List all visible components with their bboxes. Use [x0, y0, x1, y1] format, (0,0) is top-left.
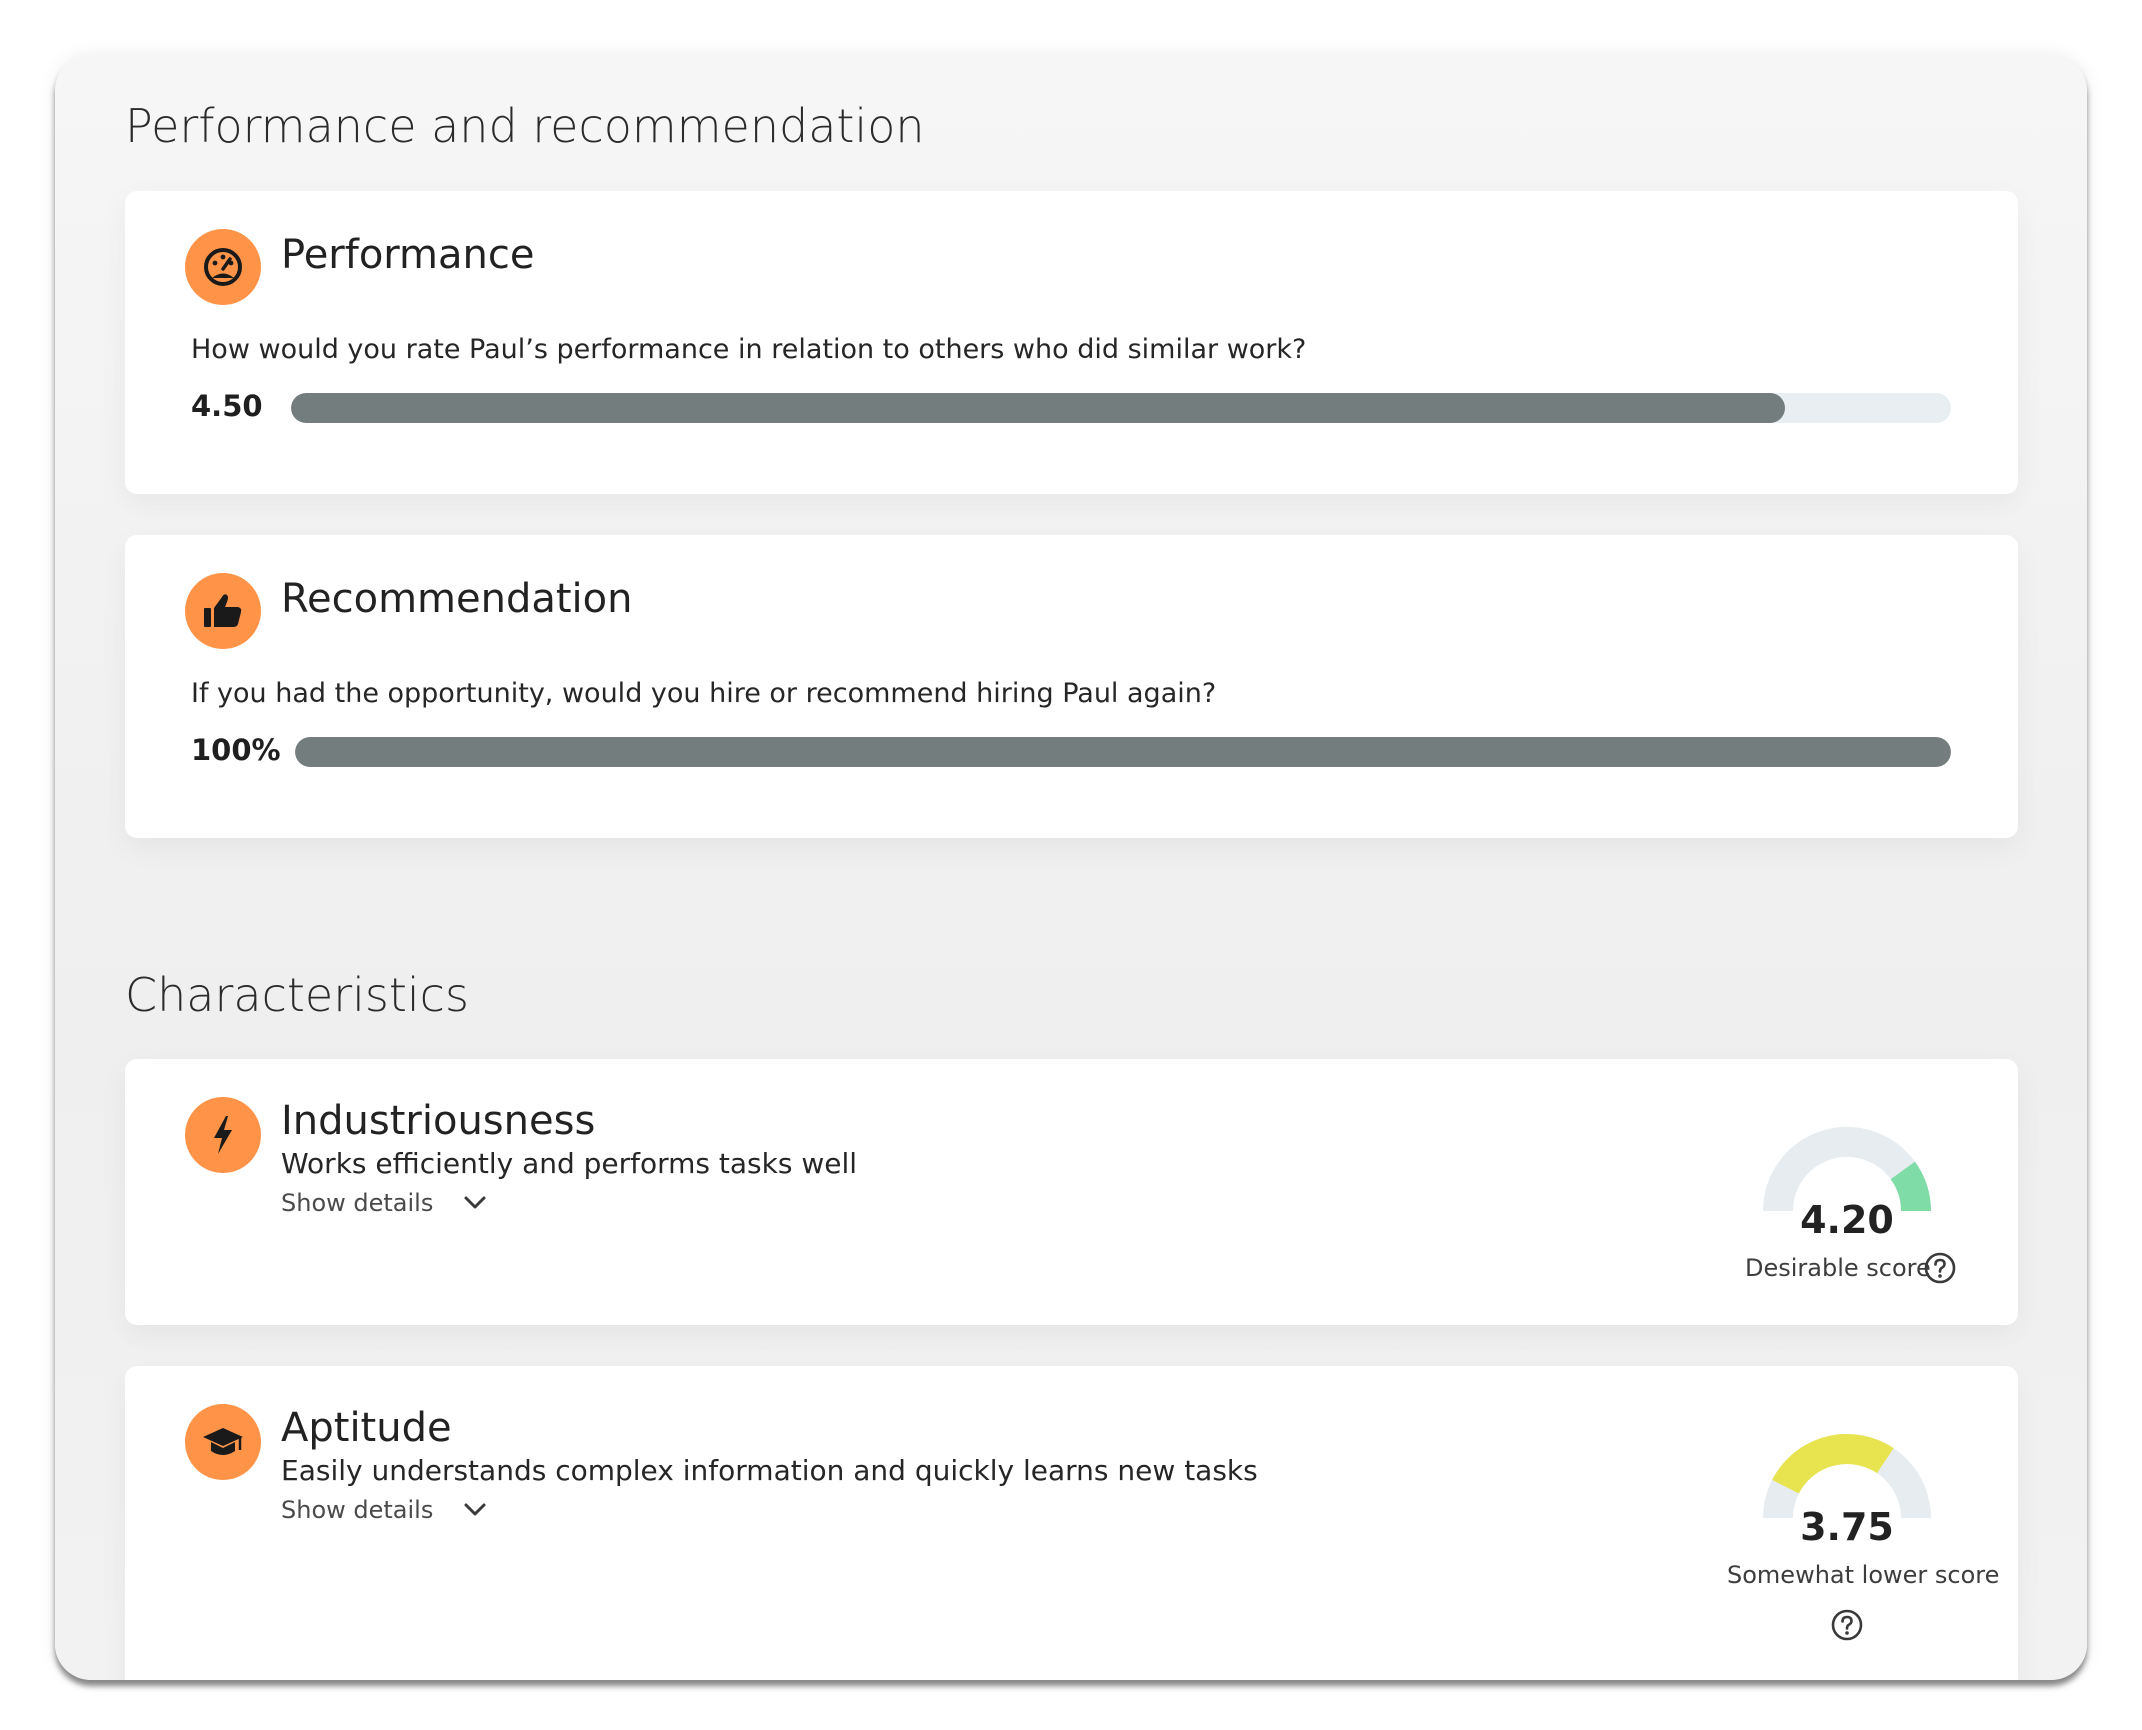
- performance-section-title: Performance and recommendation: [125, 99, 925, 153]
- recommendation-question: If you had the opportunity, would you hi…: [191, 678, 1217, 709]
- performance-bar-fill: [291, 393, 1785, 423]
- show-details-button[interactable]: Show details: [281, 1498, 487, 1522]
- show-details-button[interactable]: Show details: [281, 1191, 487, 1215]
- characteristic-card-industriousness: Industriousness Works efficiently and pe…: [125, 1059, 2018, 1325]
- gauge-caption: Desirable score: [1745, 1254, 1931, 1282]
- help-icon[interactable]: [1923, 1251, 1957, 1285]
- score-gauge: 3.75 Somewhat lower score: [1727, 1426, 2000, 1666]
- score-gauge: 4.20 Desirable score: [1727, 1119, 1967, 1299]
- characteristics-section-title: Characteristics: [125, 968, 469, 1022]
- show-details-label: Show details: [281, 1496, 434, 1524]
- performance-value: 4.50: [191, 389, 263, 423]
- speedometer-icon: [185, 229, 261, 305]
- evaluation-panel: Performance and recommendation Performan…: [55, 55, 2087, 1680]
- show-details-label: Show details: [281, 1189, 434, 1217]
- performance-bar: [291, 393, 1951, 423]
- characteristic-card-aptitude: Aptitude Easily understands complex info…: [125, 1366, 2018, 1680]
- characteristic-title: Industriousness: [281, 1098, 596, 1144]
- chevron-down-icon: [464, 1503, 486, 1516]
- gauge-arc: [1763, 1434, 1931, 1519]
- performance-title: Performance: [281, 232, 535, 278]
- recommendation-bar: [295, 737, 1951, 767]
- graduation-cap-icon: [185, 1404, 261, 1480]
- gauge-arc: [1763, 1127, 1931, 1212]
- characteristic-description: Works efficiently and performs tasks wel…: [281, 1147, 858, 1180]
- performance-card: Performance How would you rate Paul’s pe…: [125, 191, 2018, 494]
- chevron-down-icon: [464, 1196, 486, 1209]
- gauge-score: 3.75: [1800, 1505, 1894, 1549]
- help-icon[interactable]: [1830, 1608, 1864, 1642]
- recommendation-bar-fill: [295, 737, 1951, 767]
- performance-question: How would you rate Paul’s performance in…: [191, 334, 1307, 365]
- thumbs-up-icon: [185, 573, 261, 649]
- recommendation-card: Recommendation If you had the opportunit…: [125, 535, 2018, 838]
- recommendation-title: Recommendation: [281, 576, 633, 622]
- characteristic-title: Aptitude: [281, 1405, 452, 1451]
- gauge-score: 4.20: [1800, 1198, 1894, 1242]
- lightning-bolt-icon: [185, 1097, 261, 1173]
- characteristic-description: Easily understands complex information a…: [281, 1454, 1258, 1487]
- recommendation-value: 100%: [191, 733, 281, 767]
- gauge-caption: Somewhat lower score: [1727, 1561, 2000, 1589]
